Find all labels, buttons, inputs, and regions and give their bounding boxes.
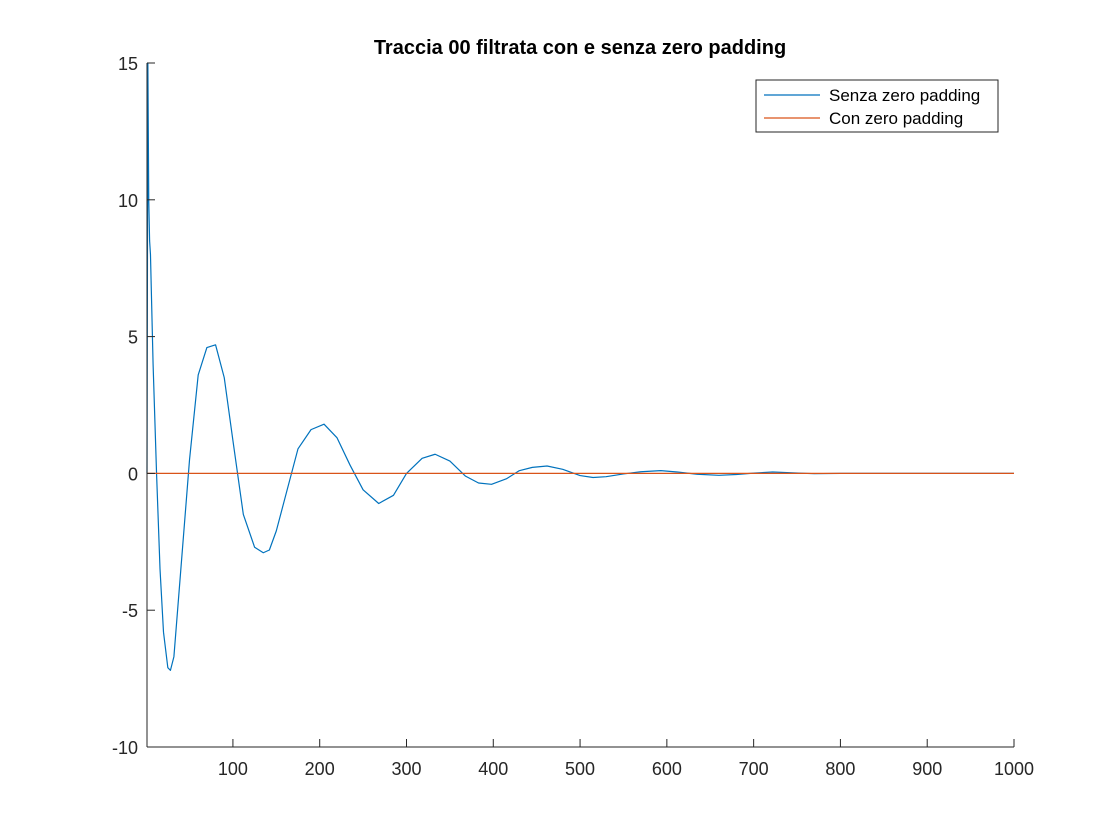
x-tick-label: 1000: [994, 759, 1034, 779]
plot-area: [146, 62, 1014, 671]
y-tick-label: 5: [128, 328, 138, 348]
x-tick-label: 100: [218, 759, 248, 779]
chart-title: Traccia 00 filtrata con e senza zero pad…: [374, 37, 786, 59]
legend-label-senza: Senza zero padding: [829, 86, 980, 105]
x-tick-label: 400: [478, 759, 508, 779]
x-tick-label: 500: [565, 759, 595, 779]
x-tick-label: 600: [652, 759, 682, 779]
legend-box: [755, 79, 999, 133]
x-tick-label: 300: [391, 759, 421, 779]
legend-label-con: Con zero padding: [829, 109, 963, 128]
x-tick-label: 800: [825, 759, 855, 779]
y-tick-label: 15: [118, 54, 138, 74]
y-tick-label: -10: [112, 738, 138, 758]
y-tick-label: 0: [128, 464, 138, 484]
series-line-0: [146, 62, 1014, 671]
x-tick-label: 200: [305, 759, 335, 779]
x-tick-label: 900: [912, 759, 942, 779]
legend: Senza zero padding Con zero padding: [755, 79, 999, 133]
y-tick-label: -5: [122, 601, 138, 621]
y-tick-label: 10: [118, 191, 138, 211]
axes: 100 200 300 400 500 600 700 800 900 1000 -10 -5 0 5 10…: [112, 54, 1034, 779]
x-tick-label: 700: [739, 759, 769, 779]
